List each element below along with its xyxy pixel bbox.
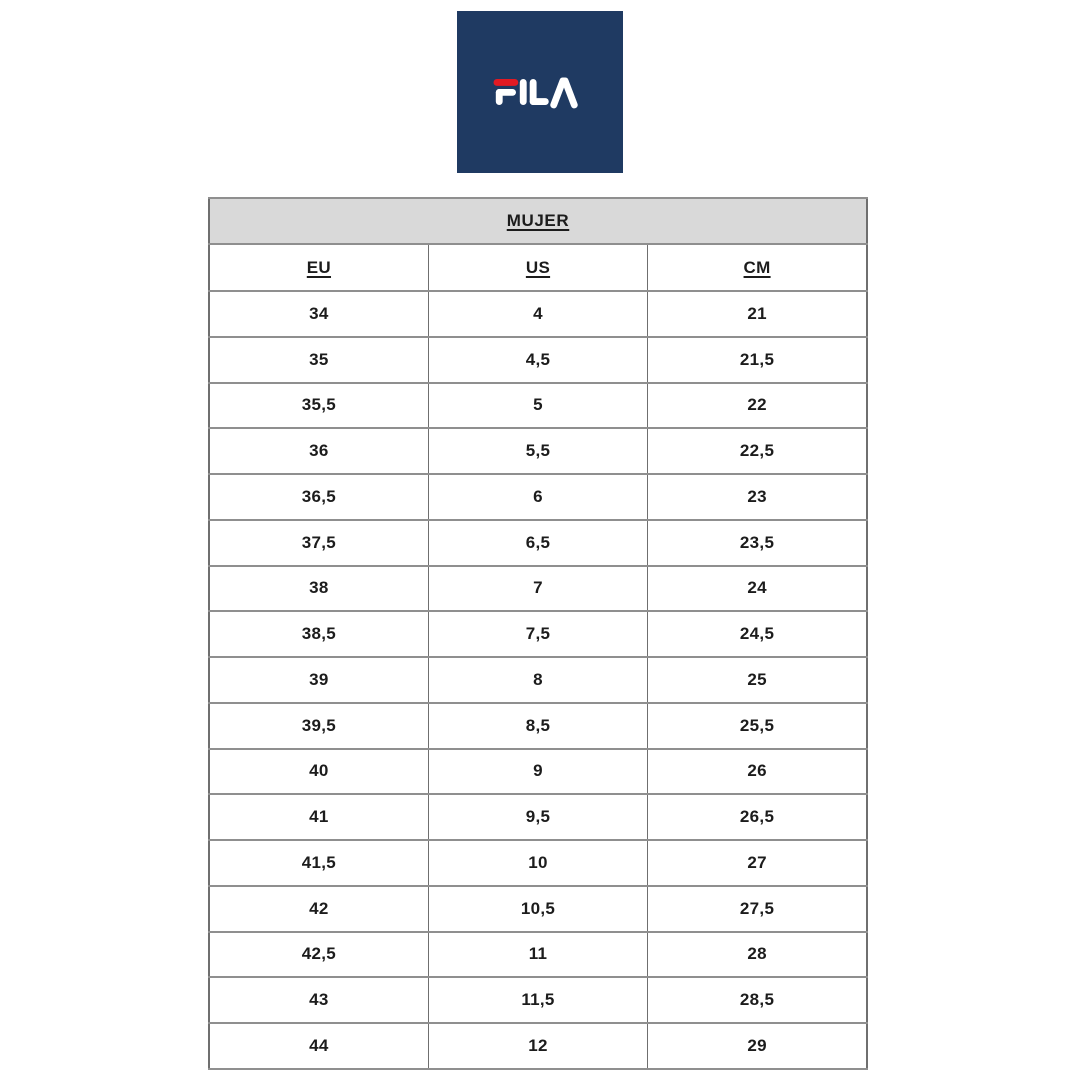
- table-row: 43 11,5 28,5: [208, 976, 868, 1024]
- size-cell-us: 5,5: [427, 427, 649, 475]
- size-cell-us: 10,5: [427, 884, 649, 933]
- table-row: 36 5,5 22,5: [208, 427, 868, 475]
- size-cell-us: 9: [427, 747, 649, 796]
- size-cell-eu: 38: [208, 564, 429, 613]
- table-row: 39 8 25: [208, 656, 868, 704]
- table-title-row: MUJER: [208, 197, 868, 245]
- size-cell-us: 7,5: [427, 610, 649, 658]
- size-cell-us: 6: [427, 473, 649, 521]
- size-cell-us: 5: [427, 381, 649, 430]
- size-cell-us: 10: [427, 839, 649, 887]
- size-cell-eu: 38,5: [208, 610, 429, 658]
- column-header-cm: CM: [647, 243, 868, 292]
- size-cell-cm: 22: [647, 381, 868, 430]
- size-cell-cm: 28: [647, 930, 868, 979]
- size-cell-eu: 37,5: [208, 518, 429, 567]
- size-cell-eu: 42: [208, 884, 429, 933]
- table-row: 39,5 8,5 25,5: [208, 701, 868, 750]
- table-row: 34 4 21: [208, 290, 868, 338]
- size-cell-us: 7: [427, 564, 649, 613]
- size-cell-us: 8,5: [427, 701, 649, 750]
- table-row: 40 9 26: [208, 747, 868, 796]
- size-cell-eu: 42,5: [208, 930, 429, 979]
- size-cell-cm: 27: [647, 839, 868, 887]
- size-cell-us: 8: [427, 656, 649, 704]
- size-table: MUJER EU US CM 34 4 21 35 4,5 21,5 35,5 5 22 36 5,…: [208, 197, 868, 1070]
- size-cell-us: 6,5: [427, 518, 649, 567]
- size-cell-us: 9,5: [427, 793, 649, 841]
- size-cell-us: 12: [427, 1022, 649, 1070]
- size-cell-cm: 21: [647, 290, 868, 338]
- size-cell-cm: 23: [647, 473, 868, 521]
- size-cell-eu: 43: [208, 976, 429, 1024]
- size-cell-cm: 24: [647, 564, 868, 613]
- size-cell-eu: 40: [208, 747, 429, 796]
- size-cell-eu: 34: [208, 290, 429, 338]
- fila-logo-box: [457, 11, 623, 173]
- table-row: 37,5 6,5 23,5: [208, 518, 868, 567]
- table-row: 42,5 11 28: [208, 930, 868, 979]
- size-cell-eu: 35,5: [208, 381, 429, 430]
- size-cell-cm: 27,5: [647, 884, 868, 933]
- size-cell-cm: 25: [647, 656, 868, 704]
- fila-logo-icon: [493, 77, 578, 109]
- size-cell-eu: 39: [208, 656, 429, 704]
- size-cell-cm: 29: [647, 1022, 868, 1070]
- size-cell-us: 4: [427, 290, 649, 338]
- size-cell-eu: 36,5: [208, 473, 429, 521]
- size-cell-eu: 35: [208, 335, 429, 384]
- size-cell-eu: 41: [208, 793, 429, 841]
- size-cell-us: 11,5: [427, 976, 649, 1024]
- size-table-body: 34 4 21 35 4,5 21,5 35,5 5 22 36 5,5 22,5 36,5 6 23 37,…: [208, 290, 868, 1070]
- size-cell-eu: 39,5: [208, 701, 429, 750]
- table-row: 35,5 5 22: [208, 381, 868, 430]
- size-cell-eu: 41,5: [208, 839, 429, 887]
- size-cell-us: 4,5: [427, 335, 649, 384]
- size-cell-eu: 44: [208, 1022, 429, 1070]
- size-cell-cm: 23,5: [647, 518, 868, 567]
- size-cell-eu: 36: [208, 427, 429, 475]
- size-cell-cm: 22,5: [647, 427, 868, 475]
- table-column-header-row: EU US CM: [208, 243, 868, 292]
- table-row: 41 9,5 26,5: [208, 793, 868, 841]
- size-cell-us: 11: [427, 930, 649, 979]
- table-title: MUJER: [506, 211, 570, 230]
- table-row: 44 12 29: [208, 1022, 868, 1070]
- size-cell-cm: 26: [647, 747, 868, 796]
- table-row: 38 7 24: [208, 564, 868, 613]
- size-cell-cm: 21,5: [647, 335, 868, 384]
- table-row: 35 4,5 21,5: [208, 335, 868, 384]
- size-cell-cm: 25,5: [647, 701, 868, 750]
- column-header-us: US: [427, 243, 649, 292]
- table-row: 41,5 10 27: [208, 839, 868, 887]
- size-cell-cm: 26,5: [647, 793, 868, 841]
- size-cell-cm: 24,5: [647, 610, 868, 658]
- table-row: 42 10,5 27,5: [208, 884, 868, 933]
- table-row: 36,5 6 23: [208, 473, 868, 521]
- column-header-eu: EU: [208, 243, 429, 292]
- size-cell-cm: 28,5: [647, 976, 868, 1024]
- table-row: 38,5 7,5 24,5: [208, 610, 868, 658]
